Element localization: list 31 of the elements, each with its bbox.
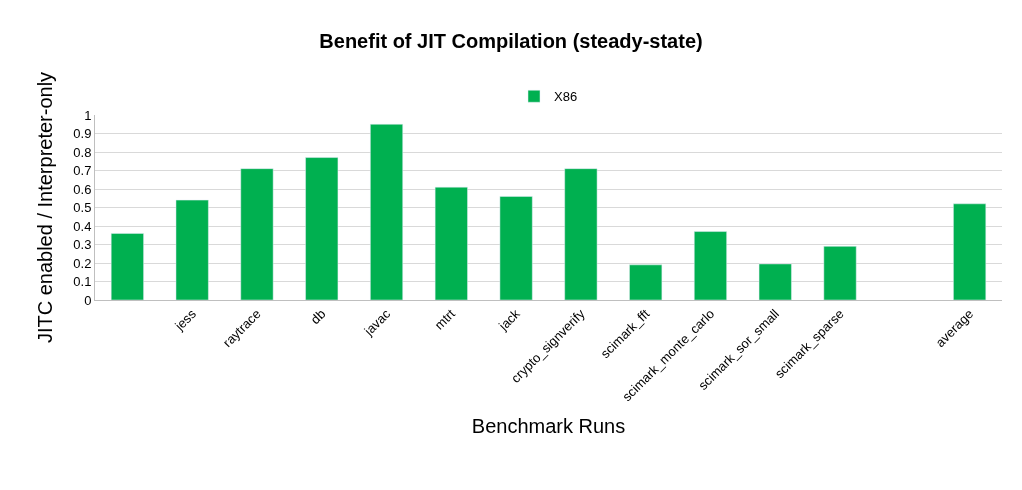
bar	[823, 246, 857, 300]
y-tick-label: 0.4	[73, 218, 92, 234]
y-tick-label: 0.5	[73, 200, 92, 216]
x-axis-title: Benchmark Runs	[471, 414, 626, 437]
y-tick-label: 0.8	[73, 144, 92, 160]
bar	[694, 231, 727, 300]
bar	[240, 168, 274, 300]
bar	[110, 233, 144, 300]
bar	[434, 186, 468, 300]
bar	[175, 199, 209, 300]
x-tick-label: jess	[171, 305, 200, 334]
y-tick-label: 0.3	[73, 237, 92, 253]
bar	[305, 157, 339, 300]
x-tick-label: mtrt	[431, 305, 459, 333]
y-tick-label: 1	[84, 107, 92, 123]
bar	[499, 196, 533, 300]
y-tick-label: 0.7	[73, 163, 92, 179]
bar	[370, 124, 403, 300]
y-tick-label: 0.1	[73, 274, 92, 290]
y-tick-label: 0	[84, 292, 92, 308]
chart-title: Benefit of JIT Compilation (steady-state)	[319, 30, 703, 53]
bar	[953, 203, 987, 300]
x-tick-label: db	[307, 306, 329, 328]
y-tick-label: 0.6	[73, 181, 92, 197]
bar	[758, 263, 792, 300]
legend-label: X86	[554, 89, 578, 105]
bar	[564, 168, 598, 300]
y-tick-label: 0.2	[73, 255, 92, 271]
y-axis-title: JITC enabled / Interpreter-only	[33, 71, 56, 344]
bar	[629, 264, 663, 300]
y-tick-label: 0.9	[73, 126, 92, 142]
